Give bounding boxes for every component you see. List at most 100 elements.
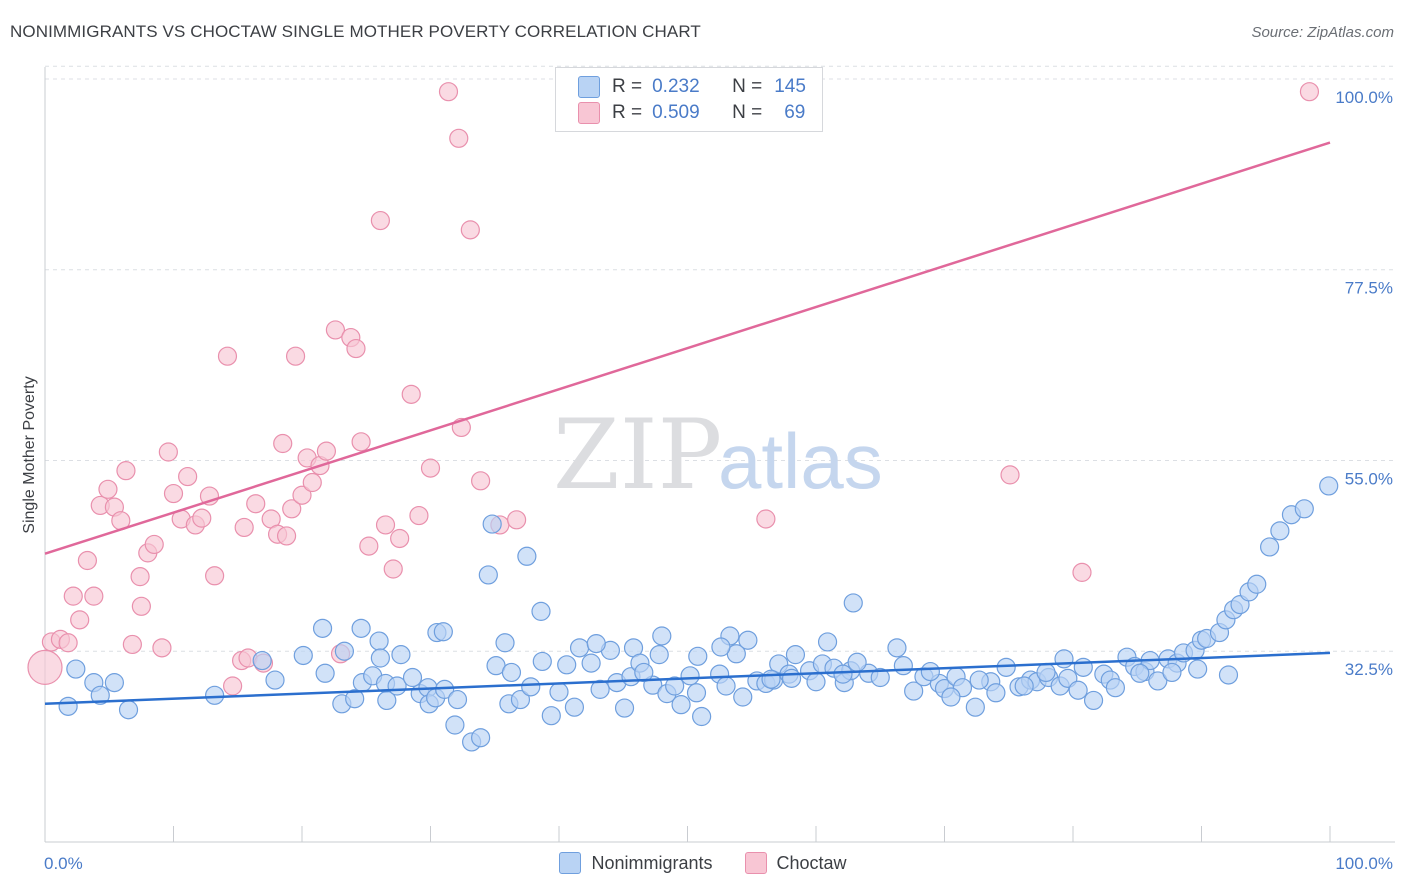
- nonimmigrants-point: [541, 706, 561, 726]
- choctaw-point: [234, 517, 254, 538]
- x-tick-label-min: 0.0%: [44, 854, 83, 873]
- nonimmigrants-point: [1148, 671, 1168, 691]
- nonimmigrants-point: [104, 673, 124, 693]
- choctaw-point: [158, 442, 178, 462]
- correlation-legend: R = 0.232 N = 145 R = 0.509 N = 69: [555, 67, 823, 132]
- nonimmigrants-point: [781, 668, 802, 688]
- legend-swatch-blue: [559, 852, 582, 874]
- nonimmigrants-point: [1130, 663, 1150, 683]
- choctaw-point: [131, 596, 151, 616]
- legend-n-value: 145: [774, 76, 806, 97]
- nonimmigrants-point: [711, 637, 731, 657]
- legend-r-value: 0.232: [652, 76, 700, 97]
- choctaw-point: [359, 536, 379, 556]
- choctaw-point: [375, 515, 396, 535]
- legend-swatch-blue: [578, 76, 600, 98]
- nonimmigrants-point: [471, 728, 491, 748]
- nonimmigrants-point: [557, 655, 577, 675]
- series-legend: Nonimmigrants Choctaw: [0, 852, 1406, 874]
- nonimmigrants-point: [581, 653, 601, 673]
- choctaw-point: [420, 458, 441, 478]
- choctaw-point: [1299, 82, 1320, 102]
- nonimmigrants-point: [501, 662, 522, 683]
- choctaw-point: [460, 220, 480, 240]
- choctaw-point: [27, 649, 63, 685]
- nonimmigrants-point: [1247, 574, 1267, 594]
- source-label: Source: ZipAtlas.com: [1251, 24, 1394, 41]
- trend-lines: [44, 141, 1331, 706]
- nonimmigrants-point: [370, 648, 390, 668]
- nonimmigrants-point: [1083, 690, 1104, 711]
- choctaw-point: [223, 676, 243, 696]
- nonimmigrants-point: [688, 646, 708, 666]
- nonimmigrants-point: [590, 679, 610, 699]
- choctaw-point: [178, 466, 198, 487]
- choctaw-point: [1072, 562, 1092, 582]
- nonimmigrants-point: [1054, 649, 1074, 669]
- choctaw-points: [27, 82, 1320, 696]
- choctaw-point: [273, 433, 293, 454]
- nonimmigrants-point: [817, 632, 838, 652]
- nonimmigrants-point: [680, 666, 700, 686]
- nonimmigrants-point: [634, 662, 654, 683]
- nonimmigrants-point: [1014, 676, 1034, 696]
- legend-row-nonimmigrants: R = 0.232 N = 145: [578, 75, 806, 99]
- choctaw-point: [401, 384, 421, 404]
- nonimmigrants-point: [761, 669, 781, 689]
- legend-r-label: R =: [612, 76, 643, 97]
- legend-label-choctaw: Choctaw: [776, 852, 847, 873]
- nonimmigrants-point: [1319, 476, 1339, 496]
- choctaw-point: [144, 534, 164, 555]
- nonimmigrants-point: [716, 676, 736, 696]
- choctaw-point: [302, 472, 322, 493]
- nonimmigrants-point: [847, 652, 867, 672]
- nonimmigrants-trend-line: [44, 651, 1331, 706]
- nonimmigrants-point: [996, 657, 1016, 677]
- nonimmigrants-point: [649, 645, 669, 665]
- nonimmigrants-point: [652, 626, 672, 646]
- nonimmigrants-point: [445, 715, 465, 735]
- nonimmigrants-point: [447, 689, 468, 710]
- choctaw-point: [217, 346, 238, 366]
- nonimmigrants-point: [1105, 678, 1126, 698]
- legend-label-nonimmigrants: Nonimmigrants: [591, 852, 713, 873]
- nonimmigrants-point: [351, 618, 371, 638]
- watermark: ZIP atlas: [553, 399, 883, 511]
- nonimmigrants-point: [692, 706, 712, 727]
- nonimmigrants-point: [402, 667, 423, 688]
- choctaw-point: [152, 638, 172, 658]
- nonimmigrants-point: [671, 695, 691, 715]
- choctaw-point: [438, 82, 459, 102]
- nonimmigrants-point: [843, 593, 863, 613]
- nonimmigrants-point: [1260, 537, 1280, 557]
- nonimmigrants-point: [569, 638, 590, 658]
- nonimmigrants-point: [665, 676, 685, 696]
- nonimmigrants-point: [510, 689, 531, 710]
- y-tick-label: 77.5%: [1345, 279, 1393, 298]
- nonimmigrants-point: [315, 663, 335, 683]
- nonimmigrants-point: [870, 667, 890, 688]
- choctaw-point: [282, 499, 302, 519]
- chart-title: NONIMMIGRANTS VS CHOCTAW SINGLE MOTHER P…: [10, 22, 701, 41]
- choctaw-point: [163, 483, 184, 504]
- nonimmigrants-point: [495, 633, 515, 653]
- nonimmigrants-point: [265, 670, 285, 690]
- nonimmigrants-point: [531, 601, 551, 621]
- choctaw-point: [63, 586, 83, 606]
- y-axis-label: Single Mother Poverty: [21, 376, 38, 533]
- nonimmigrants-point: [532, 651, 552, 672]
- nonimmigrants-point: [920, 661, 940, 682]
- choctaw-point: [77, 550, 98, 571]
- nonimmigrants-point: [293, 645, 313, 666]
- nonimmigrants-point: [614, 698, 635, 718]
- nonimmigrants-point: [334, 641, 355, 661]
- y-tick-labels: 32.5% 55.0% 77.5% 100.0%: [1335, 88, 1393, 679]
- choctaw-point: [246, 494, 266, 514]
- nonimmigrants-point: [1036, 662, 1056, 683]
- nonimmigrants-point: [941, 687, 961, 707]
- nonimmigrants-point: [833, 664, 853, 684]
- nonimmigrants-point: [482, 514, 502, 534]
- nonimmigrants-point: [345, 689, 365, 709]
- legend-item-nonimmigrants: Nonimmigrants: [559, 852, 713, 874]
- choctaw-point: [84, 586, 104, 606]
